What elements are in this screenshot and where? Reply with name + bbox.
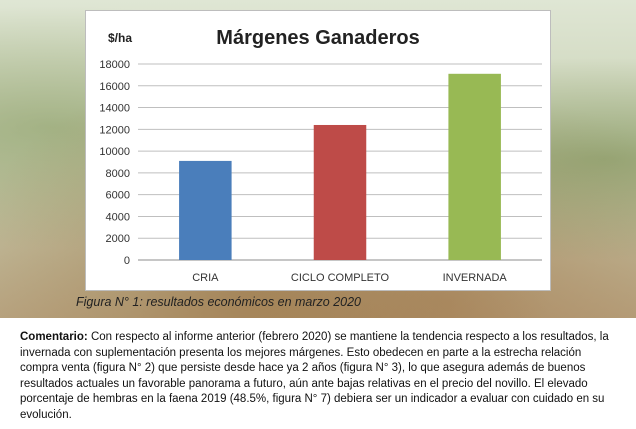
bar-invernada: [448, 73, 501, 260]
y-tick-label: 4000: [106, 211, 130, 223]
figure-caption: Figura N° 1: resultados económicos en ma…: [76, 295, 362, 309]
y-tick-label: 6000: [106, 190, 130, 202]
y-tick-label: 10000: [99, 146, 130, 158]
x-axis-categories: CRIA CICLO COMPLETO INVERNADA: [192, 272, 507, 284]
y-tick-label: 12000: [99, 124, 130, 136]
comment-label: Comentario:: [20, 331, 88, 343]
category-label: INVERNADA: [443, 272, 508, 284]
comment-text: Con respecto al informe anterior (febrer…: [20, 331, 609, 421]
y-tick-label: 16000: [99, 81, 130, 93]
chart-canvas: $/ha Márgenes Ganaderos 0 2000 4000 6000 800…: [99, 27, 542, 284]
unit-label: $/ha: [108, 31, 132, 45]
y-tick-label: 2000: [106, 233, 130, 245]
y-tick-label: 14000: [99, 103, 130, 115]
y-tick-label: 0: [124, 255, 130, 267]
category-label: CICLO COMPLETO: [291, 272, 390, 284]
y-tick-label: 8000: [106, 168, 130, 180]
y-tick-label: 18000: [99, 59, 130, 71]
comment-paragraph: Comentario: Con respecto al informe ante…: [20, 330, 620, 424]
chart-title: Márgenes Ganaderos: [216, 27, 419, 49]
y-axis-ticks: 0 2000 4000 6000 8000 10000 12000 14000 16000 180…: [99, 59, 130, 267]
bars: [179, 73, 501, 260]
bar-cria: [179, 160, 232, 260]
bar-ciclo-completo: [313, 124, 367, 260]
category-label: CRIA: [192, 272, 219, 284]
bar-chart: $/ha Márgenes Ganaderos 0 2000 4000 6000 800…: [85, 10, 551, 291]
